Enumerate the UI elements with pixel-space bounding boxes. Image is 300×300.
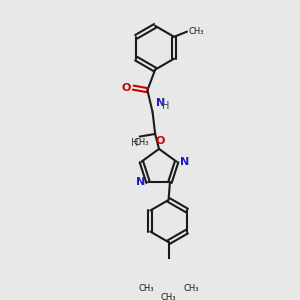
Text: O: O bbox=[121, 82, 131, 93]
Text: N: N bbox=[180, 157, 189, 167]
Text: H: H bbox=[162, 101, 170, 111]
Text: N: N bbox=[136, 177, 145, 188]
Text: CH₃: CH₃ bbox=[188, 27, 204, 36]
Text: CH₃: CH₃ bbox=[161, 293, 176, 300]
Text: CH₃: CH₃ bbox=[138, 284, 154, 293]
Text: CH₃: CH₃ bbox=[184, 284, 199, 293]
Text: CH₃: CH₃ bbox=[133, 139, 149, 148]
Text: H: H bbox=[131, 138, 138, 148]
Text: N: N bbox=[156, 98, 165, 108]
Text: O: O bbox=[156, 136, 165, 146]
